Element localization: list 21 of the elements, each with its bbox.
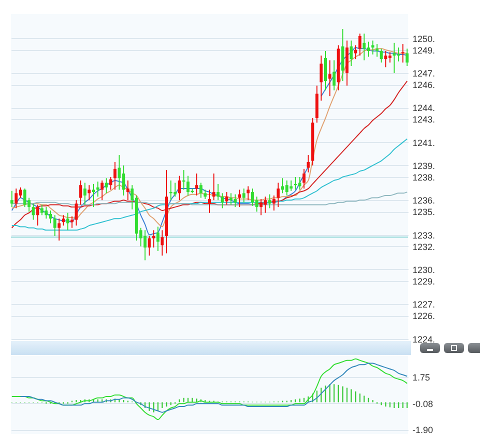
y-tick-label: 1236. [412, 196, 436, 206]
y-tick-label: 1.75 [412, 372, 430, 382]
y-tick-label: 1230. [412, 264, 436, 275]
y-tick-label: -1.90 [412, 425, 434, 436]
y-tick-label: 1235. [412, 207, 436, 218]
y-tick-label: 1229. [412, 276, 436, 287]
y-tick-label: 1247. [412, 68, 436, 78]
y-tick-label: -0.08 [412, 398, 434, 409]
y-tick-label: 1250. [412, 34, 436, 44]
y-tick-label: 1239. [412, 160, 436, 171]
y-tick-label: 1226. [412, 311, 436, 322]
y-tick-label: 1241. [412, 138, 436, 148]
y-tick-label: 1224. [412, 334, 436, 344]
y-tick-label: 1246. [412, 80, 436, 90]
y-tick-label: 1232. [412, 242, 436, 252]
y-tick-label: 1243. [412, 114, 436, 125]
y-tick-label: 1249. [412, 45, 436, 56]
y-tick-label: 1238. [412, 172, 436, 182]
y-tick-label: 1244. [412, 103, 436, 114]
y-tick-label: 1233. [412, 230, 436, 240]
y-tick-label: 1227. [412, 300, 436, 310]
